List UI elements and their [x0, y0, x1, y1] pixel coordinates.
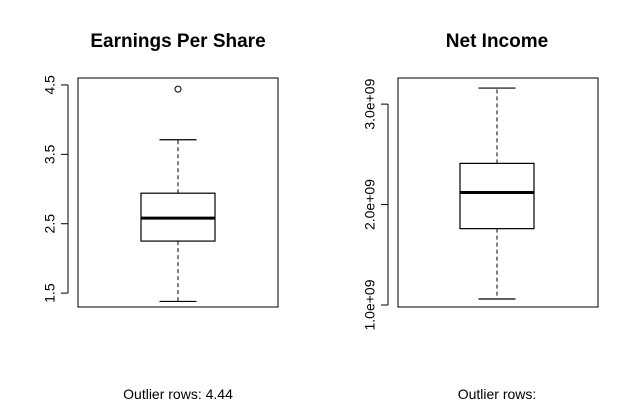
- chart-title: Net Income: [446, 31, 548, 52]
- y-tick-label: 4.5: [42, 75, 58, 95]
- outlier-rows-caption: Outlier rows: 4.44: [123, 386, 233, 402]
- y-tick-label: 1.0e+09: [362, 279, 378, 330]
- boxplot-panel-2: Net Income 1.0e+09 2.0e+09 3.0e+09 Outlier r…: [362, 31, 599, 402]
- y-tick-label: 1.5: [42, 283, 58, 303]
- y-tick-label: 2.0e+09: [362, 179, 378, 230]
- y-tick-label: 2.5: [42, 214, 58, 234]
- y-tick-label: 3.5: [42, 144, 58, 164]
- outlier-point: [174, 85, 182, 93]
- boxplot-panel-1: Earnings Per Share 1.5 2.5 3.5 4.5 Outlier ro…: [42, 31, 279, 402]
- y-tick-label: 3.0e+09: [362, 78, 378, 129]
- iqr-box: [459, 162, 535, 230]
- outlier-rows-caption: Outlier rows:: [458, 386, 537, 402]
- plot-frame: [77, 77, 279, 308]
- plot-frame: [397, 77, 599, 308]
- chart-title: Earnings Per Share: [90, 31, 265, 52]
